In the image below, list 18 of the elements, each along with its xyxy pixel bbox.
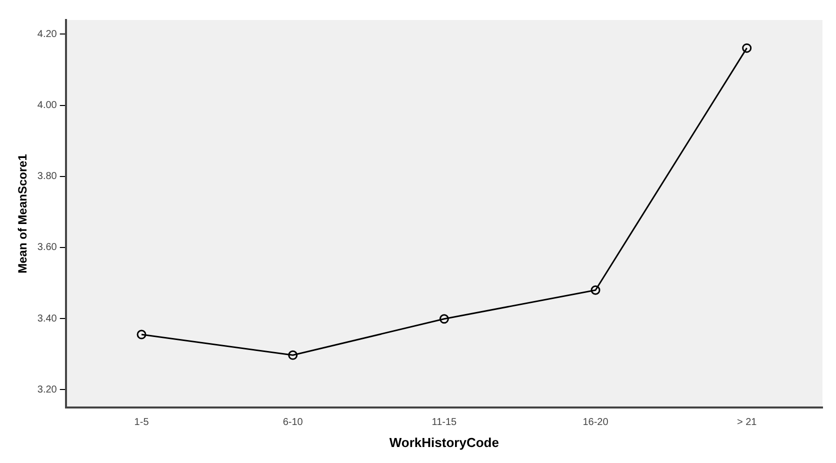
y-tick-label: 3.80 [37,171,58,182]
y-tick-label: 3.20 [37,384,58,396]
x-tick-label: 6-10 [282,417,304,428]
x-tick-label: 11-15 [432,417,458,428]
point [288,350,298,360]
y-tick-label: 3.40 [37,313,58,324]
x-tick-label: 16-20 [582,417,609,428]
x-tick-label: > 21 [736,417,758,428]
point [742,43,752,53]
y-tick-label: 3.60 [37,242,58,254]
x-tick-label: 1-5 [134,417,150,428]
x-axis-title: WorkHistoryCode [389,434,499,450]
y-axis-title: Mean of MeanScore1 [16,154,30,274]
y-tick-label: 4.20 [37,28,58,40]
point [590,285,600,295]
y-tick-label: 4.00 [37,100,58,112]
point [136,330,146,340]
point [439,314,449,324]
